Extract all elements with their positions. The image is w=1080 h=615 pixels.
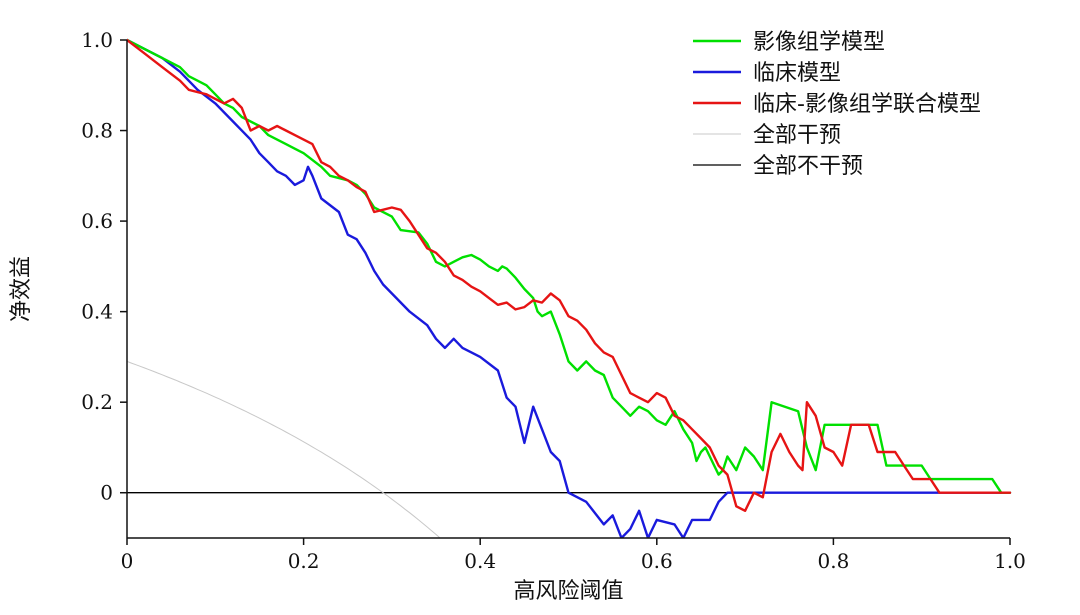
y-tick-label: 0.4 [81,300,113,324]
legend-label: 影像组学模型 [753,30,885,55]
x-tick-label: 0.2 [288,549,320,573]
y-tick-label: 0.8 [81,119,113,143]
y-axis-title: 净效益 [9,256,34,322]
series-layer [127,38,1012,538]
x-axis: 0 0.2 0.4 0.6 0.8 1.0 高风险阈值 [121,537,1026,604]
legend-label: 临床模型 [753,61,841,86]
x-tick-label: 0 [121,549,134,573]
series-line-2 [127,38,1012,512]
plot-area [127,38,1012,538]
x-tick-label: 0.8 [817,549,849,573]
x-tick-label: 0.6 [641,549,673,573]
x-tick-label: 1.0 [994,549,1026,573]
legend-label: 临床-影像组学联合模型 [753,92,981,117]
y-tick-label: 0 [100,481,113,505]
y-ticks: 0 0.2 0.4 0.6 0.8 1.0 [81,28,127,505]
y-tick-label: 0.6 [81,209,113,233]
legend-label: 全部干预 [753,123,841,148]
series-line-3 [127,360,441,538]
series-line-0 [127,38,1012,494]
x-ticks: 0 0.2 0.4 0.6 0.8 1.0 [121,538,1026,573]
y-axis: 0 0.2 0.4 0.6 0.8 1.0 净效益 [9,28,128,538]
series-line-1 [127,38,1012,538]
y-tick-label: 1.0 [81,28,113,52]
x-tick-label: 0.4 [464,549,496,573]
y-tick-label: 0.2 [81,390,113,414]
x-axis-title: 高风险阈值 [513,579,623,604]
legend-label: 全部不干预 [753,154,863,179]
